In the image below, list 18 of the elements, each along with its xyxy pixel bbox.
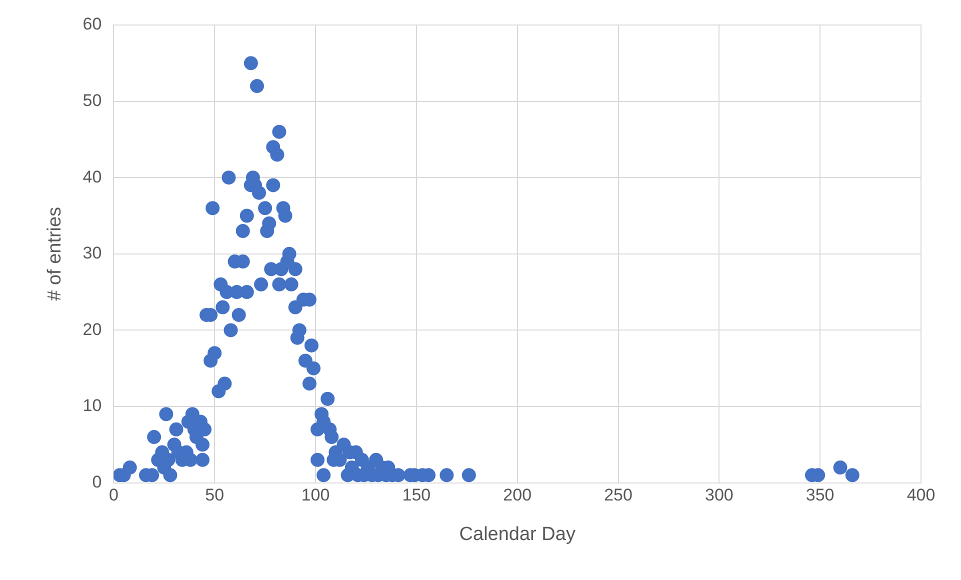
y-tick-label: 50 <box>82 90 102 110</box>
x-tick-label: 400 <box>906 486 936 505</box>
x-tick-label: 200 <box>503 486 532 505</box>
y-tick-label: 30 <box>82 244 102 263</box>
x-tick-label: 300 <box>704 486 734 505</box>
x-tick-label: 150 <box>402 486 431 505</box>
x-tick-label: 0 <box>108 486 118 505</box>
x-tick-label: 250 <box>604 486 632 505</box>
y-tick-label: 20 <box>82 320 102 339</box>
y-tick-label: 40 <box>82 167 102 186</box>
x-tick-label: 100 <box>301 486 330 505</box>
x-tick-label: 50 <box>205 486 224 505</box>
y-tick-label: 10 <box>82 396 102 416</box>
y-axis-title: # of entries <box>44 206 66 301</box>
x-axis-title: Calendar Day <box>459 524 576 545</box>
x-tick-label: 350 <box>806 486 834 505</box>
y-tick-label: 60 <box>82 14 102 34</box>
y-tick-label: 0 <box>92 472 102 492</box>
